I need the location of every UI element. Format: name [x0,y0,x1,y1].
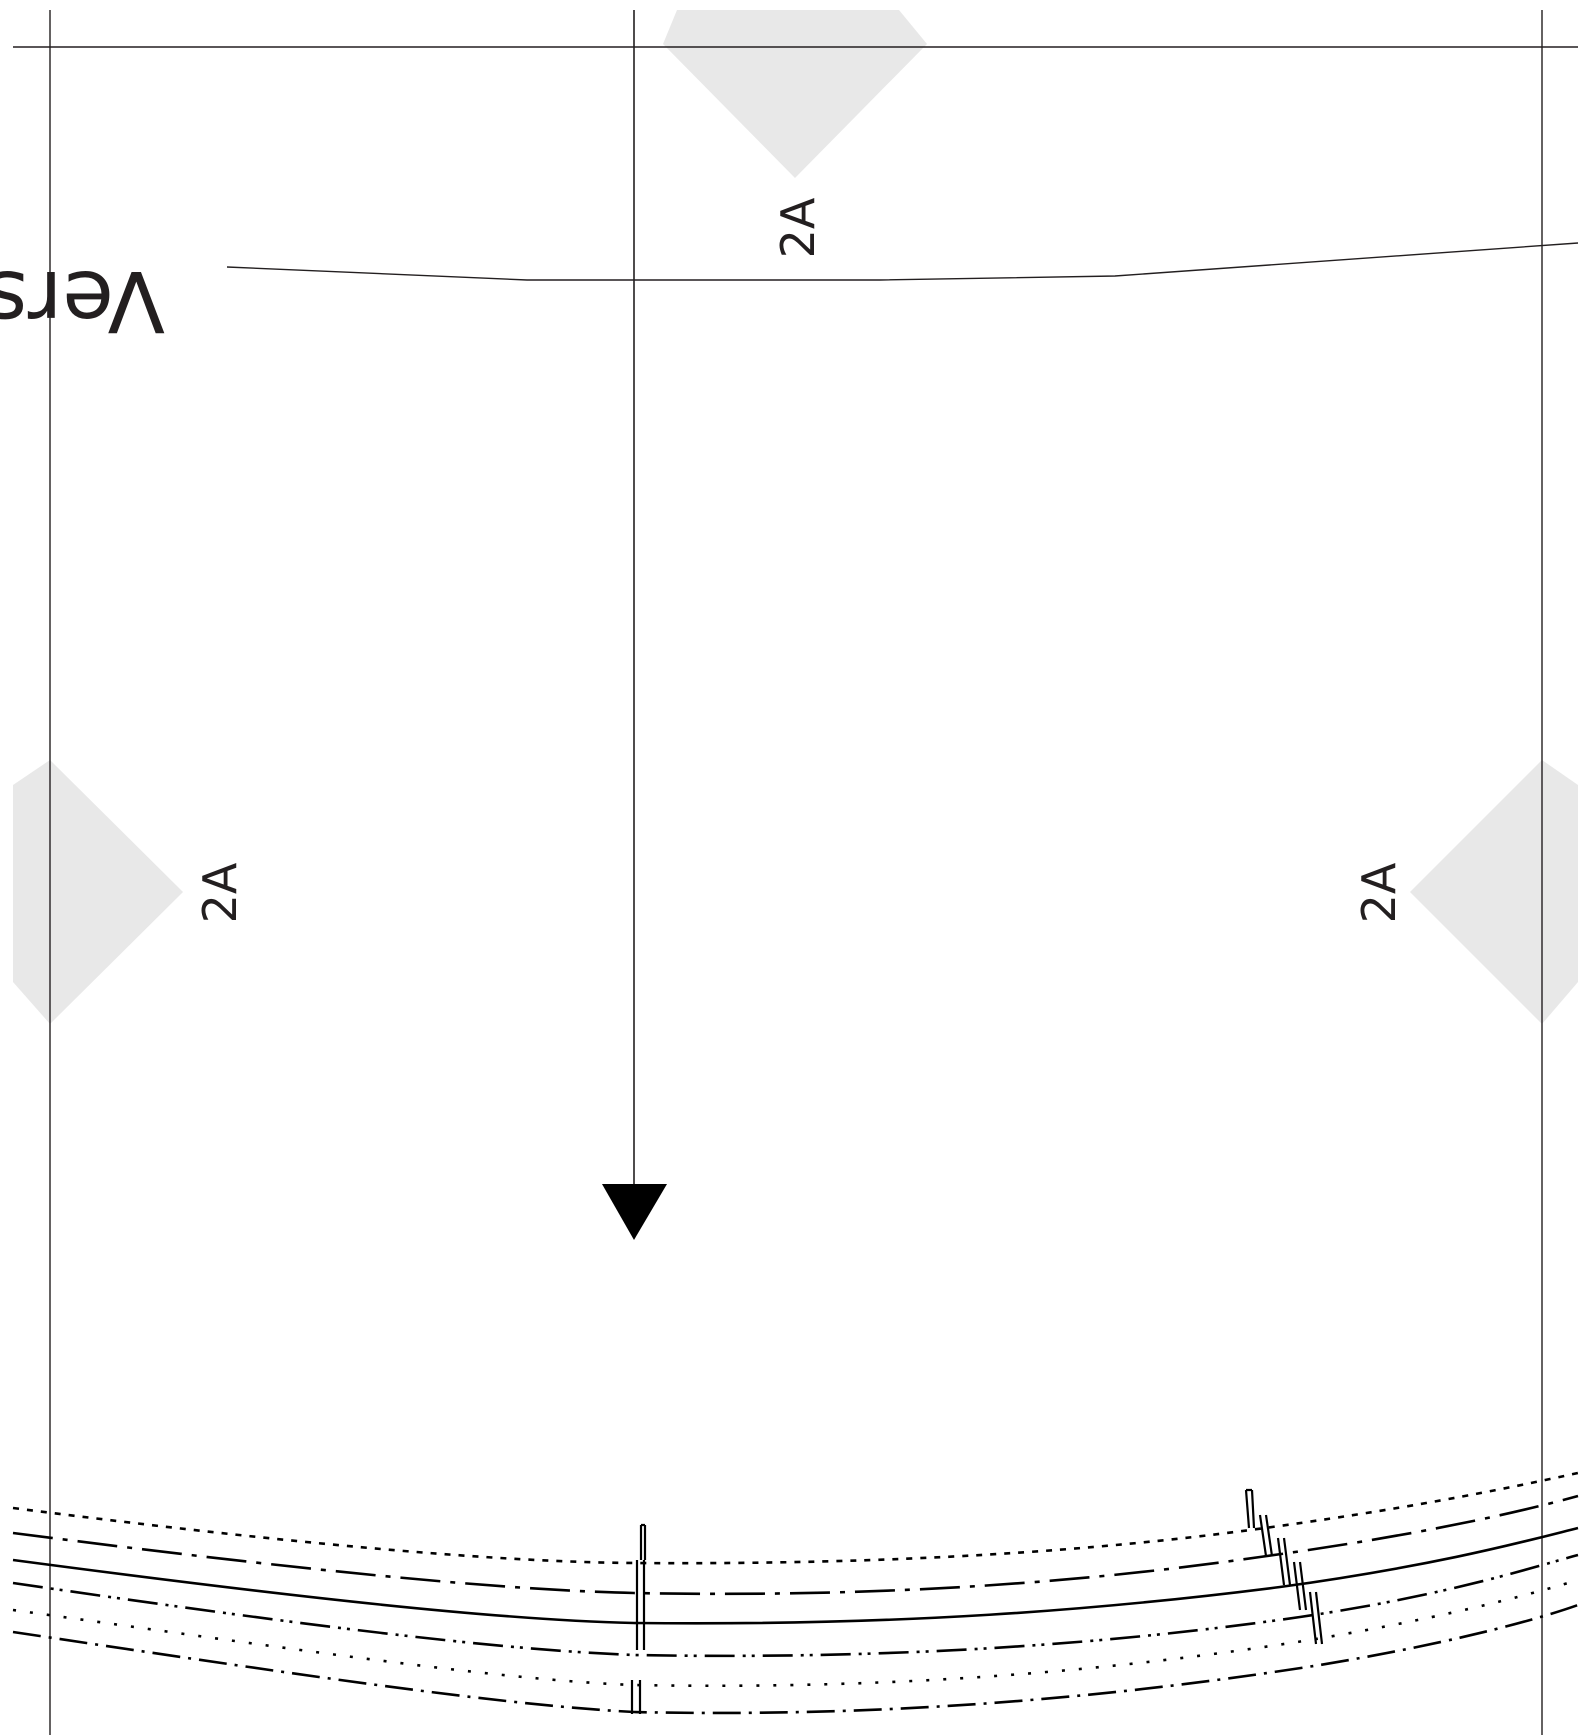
piece-labels: 2A 2A 2A [193,197,1406,923]
piece-label: 2A [1352,862,1406,923]
page-border-lines [13,10,1578,1735]
size-line-dotted [12,1471,1579,1565]
notch-mark-right [1244,1488,1324,1645]
diamond-marker-icon [13,760,183,1024]
piece-label: 2A [771,197,825,258]
size-line-dash-dot-dot [12,1553,1579,1658]
size-line-long-dash [12,1494,1579,1596]
version-label-group: Versio [0,252,165,350]
size-line-sparse-dot [12,1578,1579,1688]
piece-label: 2A [193,862,247,923]
diamond-marker-icon [1410,760,1578,1024]
page-join-markers [13,10,1578,1024]
diamond-marker-icon [663,10,927,178]
pattern-outline-top [226,242,1579,281]
size-line-solid [12,1526,1579,1625]
notch-marks [630,1488,1324,1714]
grainline-arrow-icon [602,10,667,1240]
version-label: Versio [0,252,165,350]
size-lines [12,1471,1579,1715]
size-line-dash-dot [12,1603,1579,1715]
notch-mark-left [630,1523,647,1714]
